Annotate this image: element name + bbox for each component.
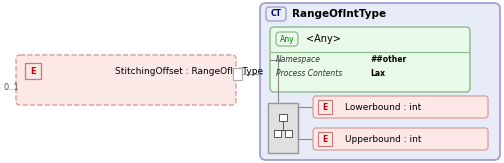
Text: Lax: Lax [370,69,385,79]
Bar [318,132,332,146]
Bar [274,130,281,137]
Bar [25,63,41,79]
FancyBboxPatch shape [276,32,298,46]
Bar [285,130,292,137]
Bar [268,103,298,153]
FancyBboxPatch shape [313,128,488,150]
Bar [279,114,287,121]
FancyBboxPatch shape [313,96,488,118]
Text: ##other: ##other [370,55,406,65]
Text: E: E [323,134,328,143]
Bar [318,100,332,114]
FancyBboxPatch shape [270,27,470,92]
Text: CT: CT [271,9,282,18]
FancyBboxPatch shape [260,3,500,160]
Text: Any: Any [280,35,294,44]
Text: E: E [323,103,328,111]
Text: Process Contents: Process Contents [276,69,342,79]
Text: <Any>: <Any> [306,34,341,44]
Text: E: E [30,67,36,75]
Text: Upperbound : int: Upperbound : int [345,134,421,143]
FancyBboxPatch shape [16,55,236,105]
Text: 0..1: 0..1 [4,83,20,92]
Text: RangeOfIntType: RangeOfIntType [292,9,386,19]
Text: StitchingOffset : RangeOfIntType: StitchingOffset : RangeOfIntType [115,67,263,75]
Bar [233,68,242,80]
Text: Lowerbound : int: Lowerbound : int [345,103,421,111]
Text: Namespace: Namespace [276,55,321,65]
FancyBboxPatch shape [266,7,286,21]
